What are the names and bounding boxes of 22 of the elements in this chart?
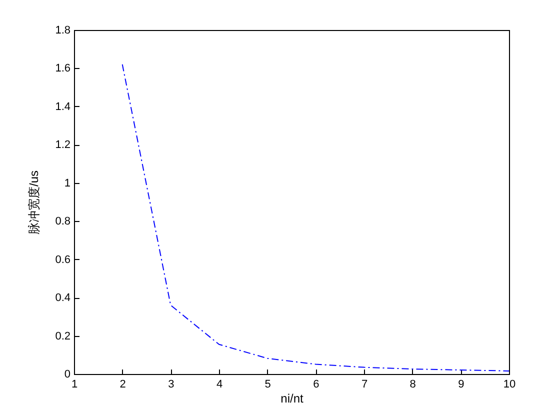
x-tick-label: 3 [168, 378, 174, 390]
y-tick-label: 1.8 [55, 24, 70, 36]
x-tick-label: 10 [503, 378, 516, 390]
x-tick-label: 5 [264, 378, 271, 390]
x-tick-label: 6 [313, 378, 320, 390]
line-series [122, 64, 510, 372]
y-axis-title: 脉冲宽度/us [27, 170, 42, 235]
y-tick-label: 1.2 [55, 139, 70, 152]
y-tick-label: 0.6 [55, 254, 70, 266]
y-tick-label: 1.4 [55, 100, 70, 113]
y-tick-label: 1.6 [55, 62, 70, 75]
x-axis-title: ni/nt [280, 392, 304, 406]
y-tick-label: 1 [64, 177, 70, 190]
y-tick-label: 0 [64, 368, 70, 380]
x-tick-label: 2 [120, 378, 126, 390]
y-tick-label: 0.8 [55, 216, 70, 228]
y-tick-label: 0.4 [55, 292, 70, 304]
x-tick-label: 9 [458, 378, 464, 390]
x-tick-label: 4 [216, 378, 223, 390]
x-tick-label: 8 [410, 378, 416, 390]
x-tick-label: 7 [361, 378, 368, 390]
y-tick-label: 0.2 [55, 330, 70, 342]
